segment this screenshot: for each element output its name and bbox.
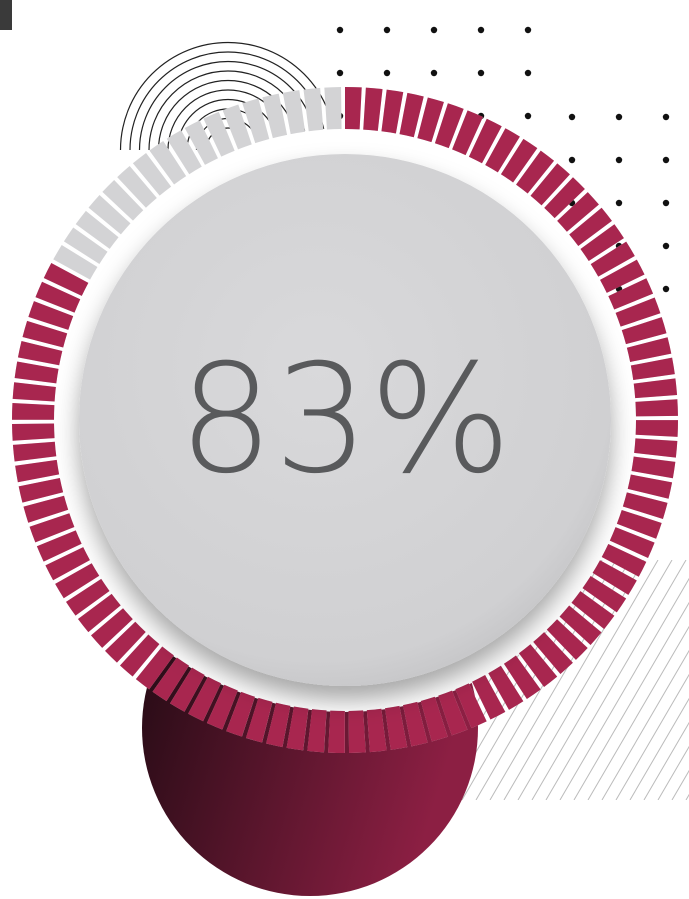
dot xyxy=(383,69,391,77)
hatch xyxy=(587,625,689,800)
dot xyxy=(615,199,623,207)
dot xyxy=(336,26,344,34)
dot xyxy=(568,156,576,164)
dot xyxy=(383,26,391,34)
hatch xyxy=(643,721,689,800)
dot xyxy=(568,113,576,121)
hatch xyxy=(657,745,689,800)
dot xyxy=(430,26,438,34)
dot xyxy=(524,69,532,77)
hatch xyxy=(601,649,689,800)
dot xyxy=(477,69,485,77)
hatch xyxy=(531,560,673,800)
dot xyxy=(430,69,438,77)
hatch xyxy=(517,560,659,800)
arc xyxy=(119,41,337,151)
dot xyxy=(615,156,623,164)
center-disc xyxy=(79,154,611,686)
dot xyxy=(662,285,670,293)
dot xyxy=(477,26,485,34)
dot xyxy=(336,69,344,77)
hatch xyxy=(629,697,689,800)
value-label: 83% xyxy=(178,333,511,507)
dot xyxy=(524,26,532,34)
hatch xyxy=(545,560,687,800)
dot xyxy=(662,113,670,121)
dot xyxy=(662,199,670,207)
dot xyxy=(524,112,532,120)
dot xyxy=(615,113,623,121)
hatch xyxy=(615,673,689,800)
hatch xyxy=(573,601,689,800)
dot xyxy=(662,156,670,164)
gauge-ring xyxy=(12,87,678,753)
hatch xyxy=(559,577,689,800)
corner-mark xyxy=(0,0,12,30)
dot xyxy=(662,242,670,250)
gauge-value xyxy=(12,87,678,753)
